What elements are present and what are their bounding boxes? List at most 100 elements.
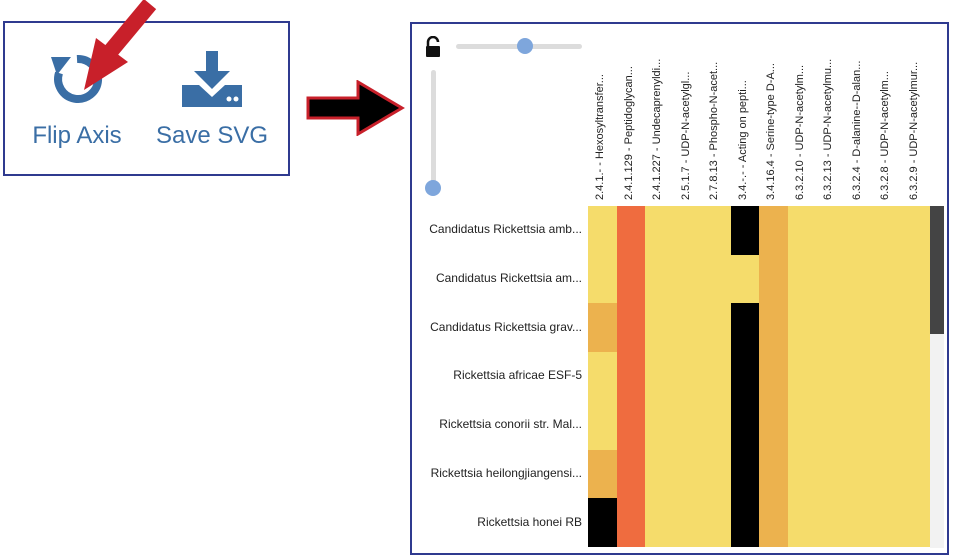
column-label: 6.3.2.9 - UDP-N-acetylmur... [907, 61, 920, 200]
row-label: Candidatus Rickettsia grav... [430, 319, 582, 334]
heatmap-cell[interactable] [759, 400, 789, 451]
heatmap-cell[interactable] [702, 498, 732, 548]
heatmap-cell[interactable] [588, 400, 618, 451]
heatmap-cell[interactable] [901, 303, 931, 353]
heatmap-cell[interactable] [844, 498, 874, 548]
heatmap-cell[interactable] [759, 352, 789, 402]
heatmap-cell[interactable] [787, 498, 817, 548]
heatmap-cell[interactable] [873, 352, 903, 402]
heatmap-cell[interactable] [730, 206, 760, 256]
heatmap-cell[interactable] [645, 352, 675, 402]
heatmap-cell[interactable] [702, 400, 732, 451]
heatmap-cell[interactable] [873, 449, 903, 499]
heatmap-cell[interactable] [730, 449, 760, 499]
heatmap-cell[interactable] [673, 303, 703, 353]
heatmap-cell[interactable] [616, 498, 646, 548]
heatmap-cell[interactable] [588, 206, 618, 256]
heatmap-cell[interactable] [901, 352, 931, 402]
heatmap-cell[interactable] [873, 498, 903, 548]
heatmap-cell[interactable] [616, 400, 646, 451]
heatmap-cell[interactable] [844, 352, 874, 402]
heatmap-cell[interactable] [816, 498, 846, 548]
heatmap-cell[interactable] [816, 449, 846, 499]
heatmap-cell[interactable] [730, 400, 760, 451]
vertical-slider-thumb[interactable] [425, 180, 441, 196]
heatmap-cell[interactable] [787, 206, 817, 256]
heatmap-cell[interactable] [645, 449, 675, 499]
heatmap-cell[interactable] [844, 206, 874, 256]
heatmap-cell[interactable] [702, 449, 732, 499]
heatmap-cell[interactable] [616, 303, 646, 353]
heatmap-cell[interactable] [645, 254, 675, 304]
heatmap-cell[interactable] [702, 303, 732, 353]
heatmap-cell[interactable] [673, 254, 703, 304]
heatmap-cell[interactable] [588, 498, 618, 548]
heatmap-cell[interactable] [901, 254, 931, 304]
heatmap-scrollbar[interactable] [930, 206, 944, 548]
unlock-icon[interactable] [424, 36, 444, 58]
heatmap-cell[interactable] [730, 303, 760, 353]
heatmap-cell[interactable] [816, 400, 846, 451]
row-labels: Candidatus Rickettsia amb... Candidatus R… [412, 24, 582, 553]
heatmap-cell[interactable] [844, 400, 874, 451]
heatmap-cell[interactable] [787, 449, 817, 499]
horizontal-zoom-slider[interactable] [456, 38, 582, 54]
heatmap-cell[interactable] [816, 352, 846, 402]
heatmap-cell[interactable] [873, 206, 903, 256]
heatmap-cell[interactable] [588, 352, 618, 402]
column-label: 3.4.-.- - Acting on pepti... [736, 80, 749, 200]
heatmap-cell[interactable] [759, 254, 789, 304]
heatmap-cell[interactable] [759, 498, 789, 548]
heatmap-cell[interactable] [844, 254, 874, 304]
heatmap-cell[interactable] [645, 206, 675, 256]
heatmap-cell[interactable] [588, 449, 618, 499]
vertical-zoom-slider[interactable] [425, 70, 441, 196]
heatmap-cell[interactable] [816, 303, 846, 353]
heatmap-cell[interactable] [730, 254, 760, 304]
save-svg-button[interactable]: Save SVG [147, 49, 277, 150]
column-label: 6.3.2.10 - UDP-N-acetylm... [793, 64, 806, 200]
heatmap-cell[interactable] [702, 206, 732, 256]
heatmap-cell[interactable] [616, 352, 646, 402]
column-label: 2.4.1.129 - Peptidoglycan... [622, 66, 635, 200]
heatmap-cell[interactable] [787, 254, 817, 304]
heatmap-cell[interactable] [673, 352, 703, 402]
heatmap-cell[interactable] [816, 206, 846, 256]
heatmap-cell[interactable] [759, 449, 789, 499]
heatmap-cell[interactable] [645, 400, 675, 451]
heatmap-cell[interactable] [673, 206, 703, 256]
heatmap-cell[interactable] [702, 254, 732, 304]
heatmap-cell[interactable] [901, 206, 931, 256]
heatmap-cell[interactable] [873, 254, 903, 304]
heatmap-cell[interactable] [616, 254, 646, 304]
heatmap-cell[interactable] [844, 449, 874, 499]
heatmap-cell[interactable] [673, 498, 703, 548]
heatmap-cell[interactable] [588, 303, 618, 353]
heatmap-cell[interactable] [702, 352, 732, 402]
heatmap-cell[interactable] [645, 498, 675, 548]
heatmap-cell[interactable] [645, 303, 675, 353]
heatmap-cell[interactable] [759, 206, 789, 256]
heatmap-cell[interactable] [816, 254, 846, 304]
heatmap-cell[interactable] [901, 498, 931, 548]
heatmap-cell[interactable] [787, 400, 817, 451]
heatmap-cell[interactable] [901, 400, 931, 451]
heatmap-cell[interactable] [588, 254, 618, 304]
scrollbar-thumb[interactable] [930, 206, 944, 334]
heatmap-cell[interactable] [787, 303, 817, 353]
heatmap-cell[interactable] [901, 449, 931, 499]
heatmap-cell[interactable] [730, 352, 760, 402]
heatmap-cell[interactable] [673, 400, 703, 451]
heatmap-cell[interactable] [673, 449, 703, 499]
heatmap-cell[interactable] [616, 206, 646, 256]
heatmap-cell[interactable] [844, 303, 874, 353]
heatmap-cell[interactable] [873, 400, 903, 451]
heatmap-cell[interactable] [730, 498, 760, 548]
heatmap-cell[interactable] [759, 303, 789, 353]
row-label: Candidatus Rickettsia am... [435, 271, 582, 286]
heatmap-cell[interactable] [873, 303, 903, 353]
heatmap-cell[interactable] [616, 449, 646, 499]
flip-axis-label: Flip Axis [32, 122, 122, 149]
heatmap-cell[interactable] [787, 352, 817, 402]
horizontal-slider-thumb[interactable] [517, 38, 534, 54]
